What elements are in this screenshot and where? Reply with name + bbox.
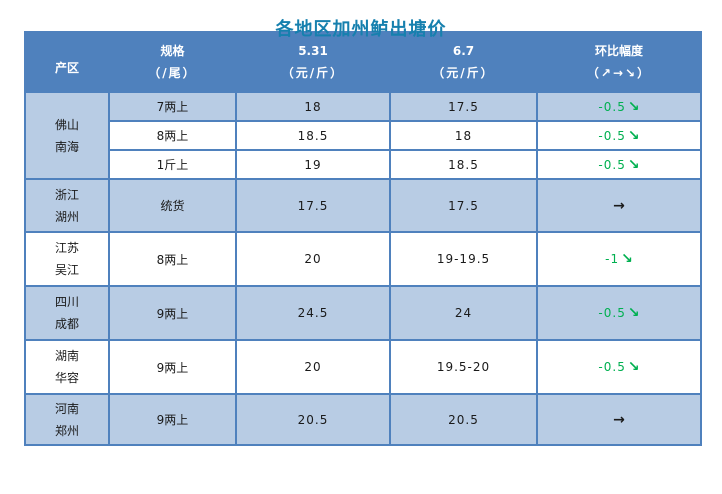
change-cell: -0.5 ↘ xyxy=(536,339,702,395)
spec-cell: 9两上 xyxy=(108,393,237,446)
spec-cell: 9两上 xyxy=(108,339,237,395)
header-spec: 规格 （/尾） xyxy=(108,31,237,93)
table-row: 湖南 华容 9两上 20 19.5-20 -0.5 ↘ xyxy=(24,339,702,395)
header-change-label: 环比幅度 xyxy=(594,44,643,58)
header-change: 环比幅度 （↗→↘） xyxy=(536,31,702,93)
change-cell: → xyxy=(536,393,702,446)
region-cell: 四川 成都 xyxy=(24,285,110,341)
header-date-67: 6.7 （元/斤） xyxy=(389,31,538,93)
price-67-cell: 19.5-20 xyxy=(389,339,538,395)
price-531-cell: 18 xyxy=(235,91,391,122)
spec-cell: 1斤上 xyxy=(108,149,237,180)
spec-cell: 8两上 xyxy=(108,231,237,287)
region-name-line1: 河南 xyxy=(54,401,79,416)
spec-cell: 统货 xyxy=(108,178,237,233)
page-title: 各地区加州鲈出塘价 xyxy=(275,19,447,40)
header-date-531-label: 5.31 xyxy=(298,44,328,58)
spec-cell: 8两上 xyxy=(108,120,237,151)
header-region-label: 产区 xyxy=(54,61,79,75)
change-value: -0.5 xyxy=(598,99,626,114)
region-cell: 佛山 南海 xyxy=(24,91,110,180)
region-name-line1: 江苏 xyxy=(54,241,79,255)
region-name-line2: 郑州 xyxy=(54,423,79,438)
region-name-line2: 吴江 xyxy=(54,263,79,277)
price-531-cell: 17.5 xyxy=(235,178,391,233)
region-name-line1: 四川 xyxy=(54,295,79,309)
trend-down-arrow-icon: ↘ xyxy=(627,127,640,144)
price-67-cell: 19-19.5 xyxy=(389,231,538,287)
header-date-67-unit: （元/斤） xyxy=(432,66,495,80)
header-spec-label: 规格 xyxy=(160,44,185,58)
trend-down-arrow-icon: ↘ xyxy=(627,98,640,115)
header-date-67-label: 6.7 xyxy=(452,44,475,58)
change-cell: -0.5 ↘ xyxy=(536,120,702,151)
change-value: -0.5 xyxy=(598,306,626,320)
region-name-line2: 南海 xyxy=(54,139,79,154)
trend-flat-arrow-icon: → xyxy=(613,197,625,214)
price-531-cell: 20 xyxy=(235,339,391,395)
header-date-531-unit: （元/斤） xyxy=(281,66,345,80)
change-cell: -1 ↘ xyxy=(536,231,702,287)
trend-down-arrow-icon: ↘ xyxy=(627,359,640,375)
header-row: 产区 规格 （/尾） 5.31 （元/斤） 6.7 （元/斤） 环比幅度 （↗→… xyxy=(24,31,702,93)
region-cell: 湖南 华容 xyxy=(24,339,110,395)
price-531-cell: 24.5 xyxy=(235,285,391,341)
region-name-line1: 浙江 xyxy=(54,187,79,202)
region-name-line2: 成都 xyxy=(54,317,79,331)
change-cell: -0.5 ↘ xyxy=(536,285,702,341)
region-name-line1: 佛山 xyxy=(54,117,79,132)
price-67-cell: 24 xyxy=(389,285,538,341)
price-531-cell: 18.5 xyxy=(235,120,391,151)
region-cell: 浙江 湖州 xyxy=(24,178,110,233)
change-cell: → xyxy=(536,178,702,233)
change-value: -0.5 xyxy=(598,157,626,172)
spec-cell: 7两上 xyxy=(108,91,237,122)
price-table: 产区 规格 （/尾） 5.31 （元/斤） 6.7 （元/斤） 环比幅度 （↗→… xyxy=(24,31,702,446)
table-row: 佛山 南海 7两上 18 17.5 -0.5 ↘ xyxy=(24,91,702,180)
trend-down-arrow-icon: ↘ xyxy=(621,251,633,267)
trend-flat-arrow-icon: → xyxy=(613,411,625,428)
price-67-cell: 17.5 xyxy=(389,178,538,233)
table-body: 佛山 南海 7两上 18 17.5 -0.5 ↘ 8两上 18.5 18 -0.5… xyxy=(24,91,702,446)
change-value: -1 xyxy=(605,252,620,266)
region-name-line2: 湖州 xyxy=(54,209,79,224)
table-header: 产区 规格 （/尾） 5.31 （元/斤） 6.7 （元/斤） 环比幅度 （↗→… xyxy=(24,31,702,93)
table-row: 四川 成都 9两上 24.5 24 -0.5 ↘ xyxy=(24,285,702,341)
table-row: 江苏 吴江 8两上 20 19-19.5 -1 ↘ xyxy=(24,231,702,287)
price-67-cell: 18.5 xyxy=(389,149,538,180)
header-spec-unit: （/尾） xyxy=(148,66,197,80)
change-value: -0.5 xyxy=(598,128,626,143)
header-date-531: 5.31 （元/斤） xyxy=(235,31,391,93)
price-531-cell: 20 xyxy=(235,231,391,287)
price-531-cell: 20.5 xyxy=(235,393,391,446)
price-67-cell: 17.5 xyxy=(389,91,538,122)
table-row: 8两上 18.5 18 -0.5 ↘ xyxy=(25,120,702,151)
price-531-cell: 19 xyxy=(235,149,391,180)
region-name-line2: 华容 xyxy=(54,371,79,385)
header-change-arrows: （↗→↘） xyxy=(586,66,652,80)
trend-down-arrow-icon: ↘ xyxy=(627,305,640,321)
change-cell: -0.5 ↘ xyxy=(536,91,702,122)
change-value: -0.5 xyxy=(598,360,626,374)
table-row: 河南 郑州 9两上 20.5 20.5 → xyxy=(24,393,702,446)
spec-cell: 9两上 xyxy=(108,285,237,341)
region-cell: 河南 郑州 xyxy=(24,393,110,446)
region-name-line1: 湖南 xyxy=(54,349,79,363)
price-67-cell: 20.5 xyxy=(389,393,538,446)
region-cell: 江苏 吴江 xyxy=(24,231,110,287)
header-region: 产区 xyxy=(24,31,110,93)
trend-down-arrow-icon: ↘ xyxy=(627,156,640,173)
price-67-cell: 18 xyxy=(389,120,538,151)
change-cell: -0.5 ↘ xyxy=(536,149,702,180)
table-row: 浙江 湖州 统货 17.5 17.5 → xyxy=(24,178,702,233)
table-row: 1斤上 19 18.5 -0.5 ↘ xyxy=(25,149,702,180)
